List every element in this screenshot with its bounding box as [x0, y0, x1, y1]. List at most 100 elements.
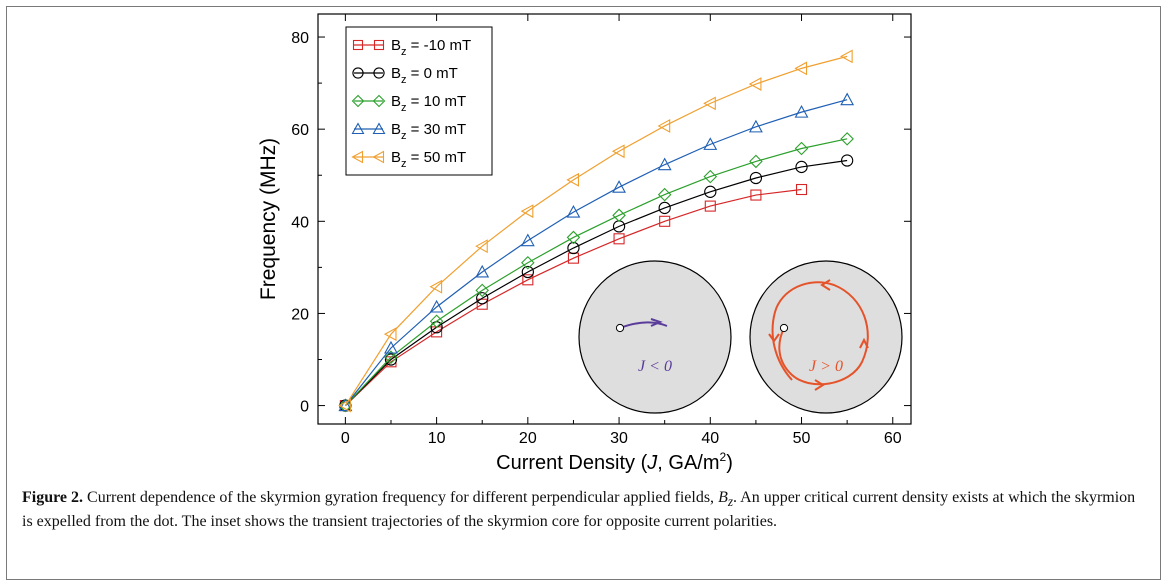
series-marker — [703, 169, 718, 184]
series-marker — [429, 279, 443, 294]
y-axis-label: Frequency (MHz) — [257, 138, 280, 300]
series-marker — [373, 67, 385, 79]
plot-area-border — [317, 13, 912, 425]
series-marker — [372, 150, 385, 164]
series-marker — [748, 119, 763, 133]
series-marker — [794, 61, 808, 76]
series-marker — [749, 171, 763, 185]
series-marker — [338, 398, 353, 413]
series-marker — [750, 189, 762, 201]
y-tick-label: 40 — [291, 214, 309, 231]
series-marker — [704, 185, 717, 198]
series-marker — [338, 398, 353, 412]
series-marker — [794, 141, 809, 156]
legend-label: Bz = 50 mT — [391, 149, 466, 170]
series-marker — [659, 215, 671, 227]
x-tick-label: 20 — [519, 430, 537, 447]
inset-trajectories: J < 0 J > 0 — [578, 260, 903, 414]
series-marker — [657, 187, 672, 202]
series-marker — [351, 150, 364, 164]
series-marker — [613, 233, 625, 245]
series-marker — [795, 160, 808, 174]
figure-caption: Figure 2. Current dependence of the skyr… — [22, 488, 1147, 532]
x-tick-label: 40 — [701, 430, 719, 447]
series-line — [344, 55, 848, 406]
legend-entry: Bz = -10 mT — [352, 37, 471, 58]
series-marker — [840, 132, 854, 146]
series-marker — [749, 154, 763, 169]
series-marker — [429, 314, 444, 329]
series-line — [344, 159, 848, 406]
caption-label: Figure 2. — [22, 489, 84, 506]
series-marker — [566, 204, 581, 218]
trajectory-left — [619, 321, 668, 329]
y-tick-label: 0 — [300, 399, 309, 416]
x-axis-label: Current Density (J, GA/m2) — [496, 450, 733, 474]
series-marker — [372, 122, 386, 135]
series-marker — [475, 239, 488, 254]
legend-entry: Bz = 30 mT — [351, 121, 466, 142]
series-3 — [338, 92, 855, 412]
series-0 — [339, 183, 808, 412]
series-marker — [612, 180, 626, 193]
series-2 — [338, 132, 854, 413]
inset-label-left: J < 0 — [638, 358, 672, 375]
series-marker — [611, 144, 625, 159]
series-marker — [566, 172, 579, 187]
series-marker — [476, 298, 488, 310]
series-marker — [703, 137, 718, 150]
series-marker — [520, 233, 535, 247]
legend-entry: Bz = 10 mT — [351, 93, 466, 114]
series-marker — [521, 265, 534, 279]
legend-label: Bz = 30 mT — [391, 121, 466, 142]
x-tick-label: 30 — [610, 430, 628, 447]
series-line — [344, 99, 848, 406]
series-marker — [429, 299, 444, 313]
series-marker — [383, 327, 397, 342]
trajectory-right-arrow-right — [859, 337, 869, 349]
series-marker — [703, 96, 716, 111]
series-marker — [748, 77, 762, 91]
figure-frame — [6, 6, 1161, 580]
skyrmion-core-left — [615, 323, 625, 333]
x-tick-label: 10 — [428, 430, 446, 447]
series-marker — [567, 241, 580, 255]
series-marker — [476, 292, 489, 305]
inset-disc-left — [578, 260, 732, 414]
series-marker — [372, 94, 386, 108]
series-marker — [794, 104, 809, 118]
series-marker — [522, 274, 534, 286]
series-marker — [475, 264, 490, 278]
trajectory-right-arrow-left — [768, 333, 780, 343]
frequency-chart: J < 0 J > 0 0 10 20 30 40 50 60 0 20 40 60 80 Current… — [257, 13, 912, 474]
series-marker — [351, 122, 365, 135]
y-tick-label: 80 — [291, 30, 309, 47]
y-tick-label: 20 — [291, 306, 309, 323]
series-4 — [338, 49, 853, 413]
series-marker — [475, 283, 489, 298]
legend-label: Bz = 10 mT — [391, 93, 466, 114]
x-tick-label: 0 — [341, 430, 350, 447]
series-marker — [840, 92, 855, 106]
inset-label-right: J > 0 — [809, 358, 843, 375]
series-line — [344, 138, 848, 406]
trajectory-left-arrow — [650, 318, 663, 327]
legend-label: Bz = -10 mT — [391, 37, 471, 58]
series-marker — [352, 39, 364, 51]
legend-label: Bz = 0 mT — [391, 65, 458, 86]
series-marker — [384, 340, 398, 354]
series-marker — [566, 230, 581, 245]
skyrmion-core-right — [779, 323, 789, 333]
series-marker — [352, 67, 364, 79]
trajectory-right — [771, 281, 869, 386]
series-marker — [384, 353, 398, 366]
x-tick-label: 50 — [793, 430, 811, 447]
series-line — [344, 188, 802, 407]
series-marker — [338, 398, 351, 413]
series-marker — [657, 119, 671, 133]
series-marker — [373, 39, 385, 51]
y-tick-label: 60 — [291, 122, 309, 139]
caption-text: Current dependence of the skyrmion gyrat… — [22, 489, 1136, 531]
x-tick-label: 60 — [884, 430, 902, 447]
series-marker — [795, 183, 808, 196]
